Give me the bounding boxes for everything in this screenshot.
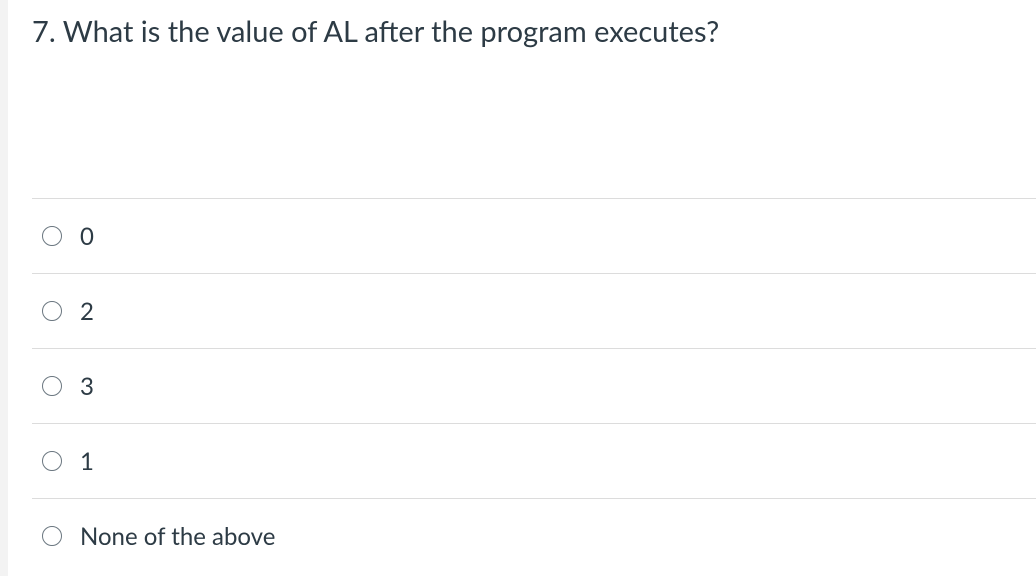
answer-option[interactable]: 2 bbox=[32, 273, 1036, 348]
answer-option[interactable]: 0 bbox=[32, 198, 1036, 273]
sidebar-strip bbox=[0, 0, 8, 576]
radio-button[interactable] bbox=[42, 226, 62, 246]
answer-option[interactable]: 1 bbox=[32, 423, 1036, 498]
answer-list: 0 2 3 1 None of the above bbox=[32, 198, 1036, 573]
radio-button[interactable] bbox=[42, 301, 62, 321]
answer-label[interactable]: 1 bbox=[80, 446, 94, 476]
radio-button[interactable] bbox=[42, 526, 62, 546]
answer-option[interactable]: 3 bbox=[32, 348, 1036, 423]
radio-button[interactable] bbox=[42, 376, 62, 396]
answer-label[interactable]: 3 bbox=[80, 371, 94, 401]
answer-label[interactable]: 0 bbox=[80, 221, 94, 251]
answer-label[interactable]: None of the above bbox=[80, 521, 276, 551]
radio-button[interactable] bbox=[42, 451, 62, 471]
answer-option[interactable]: None of the above bbox=[32, 498, 1036, 573]
answer-label[interactable]: 2 bbox=[80, 296, 94, 326]
question-text: 7. What is the value of AL after the pro… bbox=[32, 14, 720, 49]
